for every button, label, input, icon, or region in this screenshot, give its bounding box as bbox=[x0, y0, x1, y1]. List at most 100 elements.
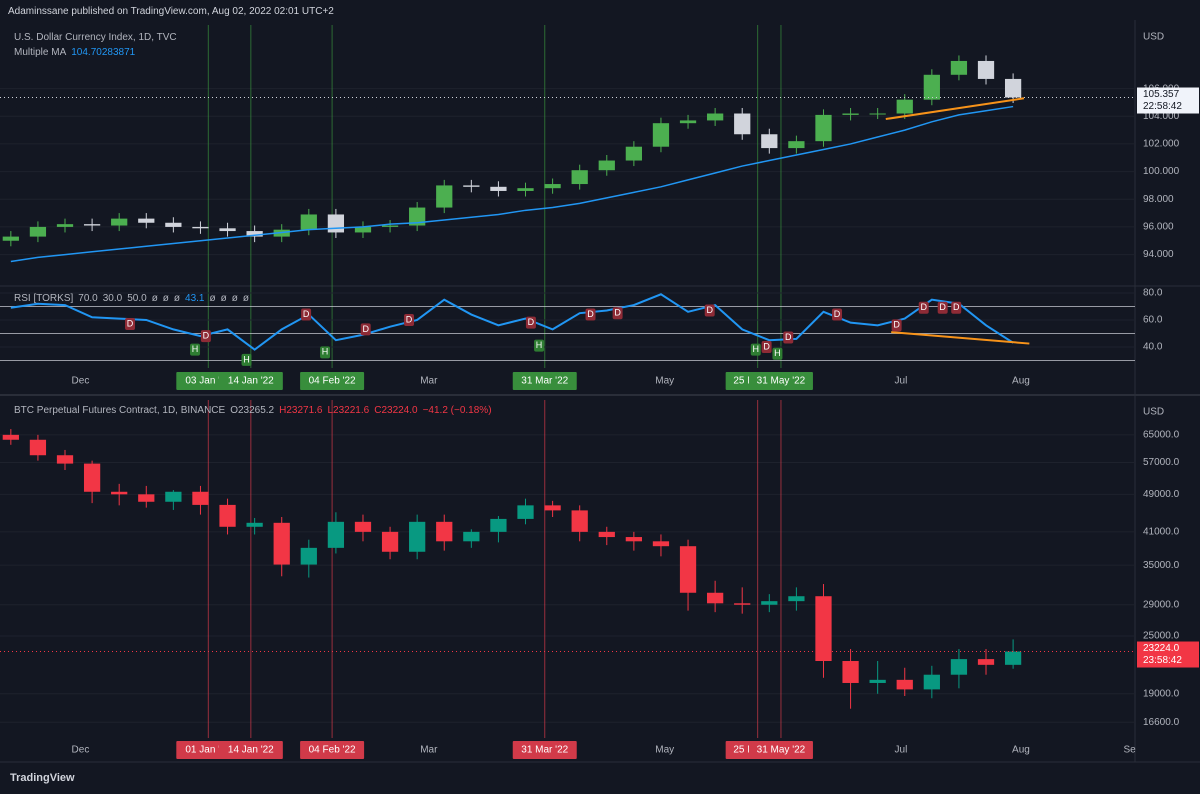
y-tick-label: 60.0 bbox=[1143, 315, 1163, 326]
price-scale bbox=[1135, 20, 1200, 760]
candle-body bbox=[734, 113, 751, 135]
marker-box bbox=[748, 741, 813, 759]
candle-body bbox=[707, 592, 724, 604]
signal-box bbox=[951, 301, 962, 314]
trendline bbox=[891, 331, 1030, 345]
signal-label: D bbox=[406, 314, 413, 324]
marker-label: 01 Jan '22 bbox=[185, 745, 231, 756]
last-time: 22:58:42 bbox=[1143, 101, 1182, 112]
candle-body bbox=[409, 521, 426, 552]
y-tick-label: 16600.0 bbox=[1143, 717, 1180, 728]
candle-body bbox=[409, 207, 426, 226]
signal-box bbox=[918, 301, 929, 314]
candle-body bbox=[869, 113, 886, 115]
signal-box bbox=[404, 313, 415, 326]
signal-box bbox=[891, 319, 902, 332]
signal-box bbox=[704, 304, 715, 317]
candle-body bbox=[490, 186, 507, 191]
x-tick-label: Dec bbox=[72, 745, 90, 756]
signal-label: D bbox=[362, 324, 369, 334]
candle-body bbox=[625, 537, 642, 542]
marker-label: 04 Feb '22 bbox=[309, 745, 356, 756]
y-tick-label: 65000.0 bbox=[1143, 429, 1180, 440]
ma-line bbox=[10, 105, 1014, 263]
signal-label: D bbox=[785, 332, 792, 342]
candle-body bbox=[165, 222, 182, 227]
signal-box bbox=[585, 308, 596, 321]
candle-body bbox=[842, 113, 859, 115]
y-tick-label: 80.0 bbox=[1143, 288, 1163, 299]
signal-label: D bbox=[939, 302, 946, 312]
marker-label: 03 Jan '22 bbox=[185, 376, 231, 387]
legend: BTC Perpetual Futures Contract, 1D, BINA… bbox=[14, 405, 497, 416]
x-tick-label: Aug bbox=[1012, 376, 1030, 387]
y-tick-label: 49000.0 bbox=[1143, 489, 1180, 500]
y-tick-label: 40.0 bbox=[1143, 342, 1163, 353]
candle-body bbox=[354, 521, 372, 532]
marker-label: 14 Jan '22 bbox=[228, 376, 274, 387]
y-tick-label: 25000.0 bbox=[1143, 631, 1180, 642]
brand: TradingView bbox=[10, 772, 75, 784]
candle-body bbox=[29, 439, 47, 456]
legend-item: 70.0 bbox=[78, 293, 98, 304]
candle-body bbox=[327, 214, 345, 233]
candle-body bbox=[192, 226, 209, 229]
legend-item: ø bbox=[151, 293, 158, 304]
signal-label: D bbox=[614, 308, 621, 318]
legend-item: −41.2 (−0.18%) bbox=[422, 405, 492, 416]
y-tick-label: 41000.0 bbox=[1143, 526, 1180, 537]
candle-body bbox=[2, 434, 19, 440]
candle-body bbox=[246, 522, 263, 527]
candle-body bbox=[896, 99, 913, 114]
x-tick-label: Jul bbox=[895, 376, 908, 387]
signal-label: H bbox=[536, 340, 543, 350]
candle-body bbox=[544, 184, 561, 189]
legend: RSI [TORKS] 70.0 30.0 50.0 ø ø ø 43.1 ø ø ø ø bbox=[14, 293, 254, 304]
signal-box bbox=[937, 301, 948, 314]
signal-label: D bbox=[893, 320, 900, 330]
candle-body bbox=[652, 123, 670, 147]
signal-box bbox=[534, 339, 545, 352]
signal-box bbox=[612, 307, 623, 320]
signal-label: D bbox=[763, 341, 770, 351]
candle-body bbox=[138, 494, 155, 502]
legend-item: ø bbox=[242, 293, 249, 304]
candle-body bbox=[219, 228, 236, 232]
publisher: Adaminssane published on TradingView.com… bbox=[8, 6, 334, 17]
candle-body bbox=[679, 120, 697, 124]
candle-body bbox=[950, 60, 968, 75]
candle-body bbox=[761, 134, 778, 149]
currency-label: USD bbox=[1143, 32, 1164, 43]
trendline bbox=[885, 97, 1025, 121]
signal-label: D bbox=[953, 302, 960, 312]
candle-body bbox=[977, 659, 995, 665]
candle-body bbox=[896, 679, 913, 690]
legend-title: BTC Perpetual Futures Contract, 1D, BINA… bbox=[14, 405, 226, 416]
candle-body bbox=[273, 522, 290, 565]
signal-label: D bbox=[834, 309, 841, 319]
signal-box bbox=[761, 340, 772, 353]
signal-box bbox=[241, 353, 252, 366]
x-tick-label: Mar bbox=[420, 745, 438, 756]
candle-body bbox=[300, 214, 317, 230]
candle-body bbox=[788, 141, 805, 149]
candle-body bbox=[571, 510, 588, 532]
signal-label: D bbox=[203, 331, 210, 341]
legend-item: ø bbox=[173, 293, 181, 304]
x-tick-label: Mar bbox=[420, 376, 438, 387]
legend-title: RSI [TORKS] bbox=[14, 293, 74, 304]
candle-body bbox=[436, 185, 453, 208]
y-tick-label: 29000.0 bbox=[1143, 599, 1180, 610]
signal-box bbox=[301, 308, 312, 321]
last-price-box bbox=[1137, 641, 1199, 668]
x-tick-label: May bbox=[655, 376, 674, 387]
y-tick-label: 94.000 bbox=[1143, 249, 1174, 260]
signal-label: D bbox=[706, 305, 713, 315]
candle-body bbox=[950, 659, 968, 675]
signal-box bbox=[772, 347, 783, 360]
candle-body bbox=[923, 674, 940, 690]
candle-body bbox=[83, 224, 101, 226]
candle-body bbox=[625, 146, 642, 161]
candle-body bbox=[869, 679, 886, 683]
